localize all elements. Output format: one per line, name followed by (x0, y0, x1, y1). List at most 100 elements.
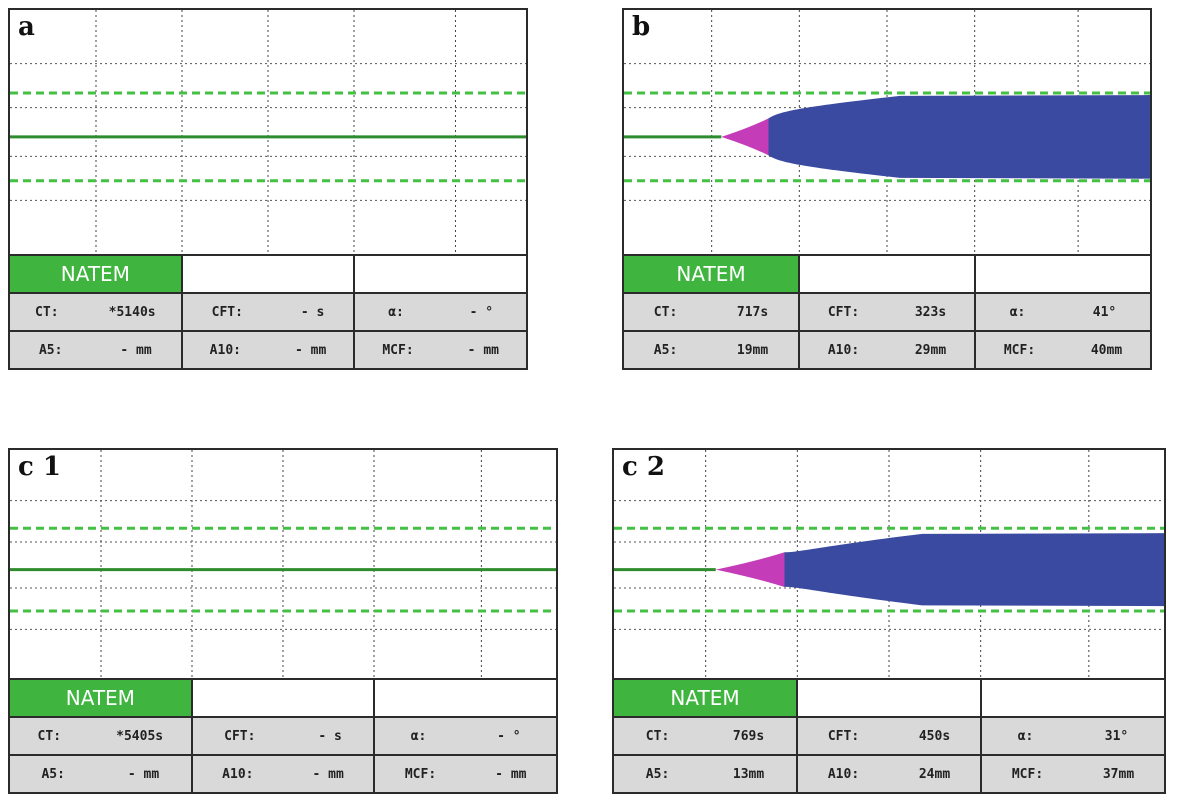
ct-label: CT: (37, 728, 62, 744)
a5-value: - mm (120, 342, 152, 358)
a5-label: A5: (645, 766, 670, 782)
clot-body-area (784, 533, 1164, 607)
ct-label: CT: (653, 304, 678, 320)
test-name: NATEM (614, 680, 796, 716)
alpha-cell: α: 31° (980, 718, 1164, 754)
empty-cell (180, 256, 354, 292)
a5-value: 19mm (736, 342, 769, 358)
alpha-cell: α: 41° (974, 294, 1150, 330)
a10-value: - mm (312, 766, 344, 782)
a10-label: A10: (827, 342, 860, 358)
header-row: NATEM (10, 678, 557, 716)
a10-label: A10: (827, 766, 860, 782)
empty-cell (373, 680, 557, 716)
test-name: NATEM (624, 256, 798, 292)
panel-label: c 1 (18, 452, 61, 482)
alpha-value: - ° (497, 728, 521, 744)
ct-value: *5140s (108, 304, 156, 320)
cft-value: 450s (918, 728, 951, 744)
a10-cell: A10: 24mm (796, 756, 980, 792)
mcf-value: 40mm (1090, 342, 1123, 358)
header-row: NATEM (10, 254, 527, 292)
plot-area (614, 450, 1164, 680)
alpha-value: - ° (469, 304, 494, 320)
ct-label: CT: (35, 304, 59, 320)
mcf-value: - mm (467, 342, 499, 358)
a10-value: 24mm (918, 766, 951, 782)
results-table: NATEM CT: 717s CFT: 323s α: 41° A5: 19mm A10… (624, 254, 1150, 368)
alpha-cell: α: - ° (373, 718, 557, 754)
header-row: NATEM (624, 254, 1150, 292)
panel-label: b (632, 12, 651, 42)
metrics-row-1: CT: *5405s CFT: - s α: - ° (10, 716, 557, 754)
mcf-label: MCF: (382, 342, 414, 358)
empty-cell (353, 256, 527, 292)
cft-value: - s (318, 728, 342, 744)
mcf-cell: MCF: 37mm (980, 756, 1164, 792)
ct-value: *5405s (116, 728, 164, 744)
alpha-cell: α: - ° (353, 294, 527, 330)
panel-c2: c 2 NATEM CT: 769s CFT: 450s α: 31° A5: 13mm… (612, 448, 1166, 794)
metrics-row-2: A5: 13mm A10: 24mm MCF: 37mm (614, 754, 1164, 792)
header-row: NATEM (614, 678, 1164, 716)
cft-label: CFT: (827, 728, 860, 744)
cft-label: CFT: (827, 304, 860, 320)
a5-cell: A5: 13mm (614, 756, 796, 792)
alpha-label: α: (1009, 304, 1026, 320)
panel-a: a NATEM CT: *5140s CFT: - s α: - ° A5: - mm … (8, 8, 528, 370)
clot-body-area (768, 95, 1150, 179)
plot-area (624, 10, 1150, 254)
ct-cell: CT: *5405s (10, 718, 191, 754)
cft-cell: CFT: - s (190, 718, 374, 754)
a5-cell: A5: 19mm (624, 332, 798, 368)
cft-cell: CFT: 323s (798, 294, 974, 330)
metrics-row-2: A5: 19mm A10: 29mm MCF: 40mm (624, 330, 1150, 368)
metrics-row-1: CT: 769s CFT: 450s α: 31° (614, 716, 1164, 754)
results-table: NATEM CT: 769s CFT: 450s α: 31° A5: 13mm A10… (614, 678, 1164, 792)
mcf-value: 37mm (1102, 766, 1135, 782)
alpha-label: α: (410, 728, 427, 744)
mcf-cell: MCF: 40mm (974, 332, 1150, 368)
ct-cell: CT: 769s (614, 718, 796, 754)
a10-cell: A10: - mm (180, 332, 354, 368)
a5-cell: A5: - mm (10, 756, 191, 792)
panel-label: c 2 (622, 452, 665, 482)
cft-cell: CFT: 450s (796, 718, 980, 754)
alpha-value: 31° (1104, 728, 1129, 744)
cft-value: 323s (914, 304, 947, 320)
cft-cell: CFT: - s (180, 294, 354, 330)
results-table: NATEM CT: *5405s CFT: - s α: - ° A5: - mm A1… (10, 678, 557, 792)
a10-value: - mm (295, 342, 327, 358)
alpha-label: α: (1017, 728, 1034, 744)
rotem-trace (624, 10, 1150, 254)
mcf-cell: MCF: - mm (373, 756, 557, 792)
test-name: NATEM (10, 680, 191, 716)
cft-value: - s (300, 304, 325, 320)
alpha-value: 41° (1092, 304, 1117, 320)
mcf-cell: MCF: - mm (353, 332, 527, 368)
a5-value: - mm (127, 766, 160, 782)
test-name: NATEM (10, 256, 181, 292)
panel-c1: c 1 NATEM CT: *5405s CFT: - s α: - ° A5: - m… (8, 448, 558, 794)
mcf-label: MCF: (404, 766, 437, 782)
panel-b: b NATEM CT: 717s CFT: 323s α: 41° A5: 19mm A… (622, 8, 1152, 370)
mcf-label: MCF: (1003, 342, 1036, 358)
rotem-trace (10, 10, 526, 254)
a5-label: A5: (38, 342, 63, 358)
ct-cell: CT: *5140s (10, 294, 181, 330)
clot-initiation-area (715, 552, 785, 587)
empty-cell (980, 680, 1164, 716)
a5-label: A5: (653, 342, 678, 358)
ct-value: 717s (736, 304, 769, 320)
empty-cell (796, 680, 980, 716)
a10-label: A10: (222, 766, 254, 782)
panel-label: a (18, 12, 35, 42)
a10-cell: A10: 29mm (798, 332, 974, 368)
ct-value: 769s (732, 728, 765, 744)
alpha-label: α: (388, 304, 404, 320)
results-table: NATEM CT: *5140s CFT: - s α: - ° A5: - mm A1… (10, 254, 527, 368)
metrics-row-1: CT: *5140s CFT: - s α: - ° (10, 292, 527, 330)
cft-label: CFT: (224, 728, 256, 744)
mcf-label: MCF: (1011, 766, 1044, 782)
ct-label: CT: (645, 728, 670, 744)
